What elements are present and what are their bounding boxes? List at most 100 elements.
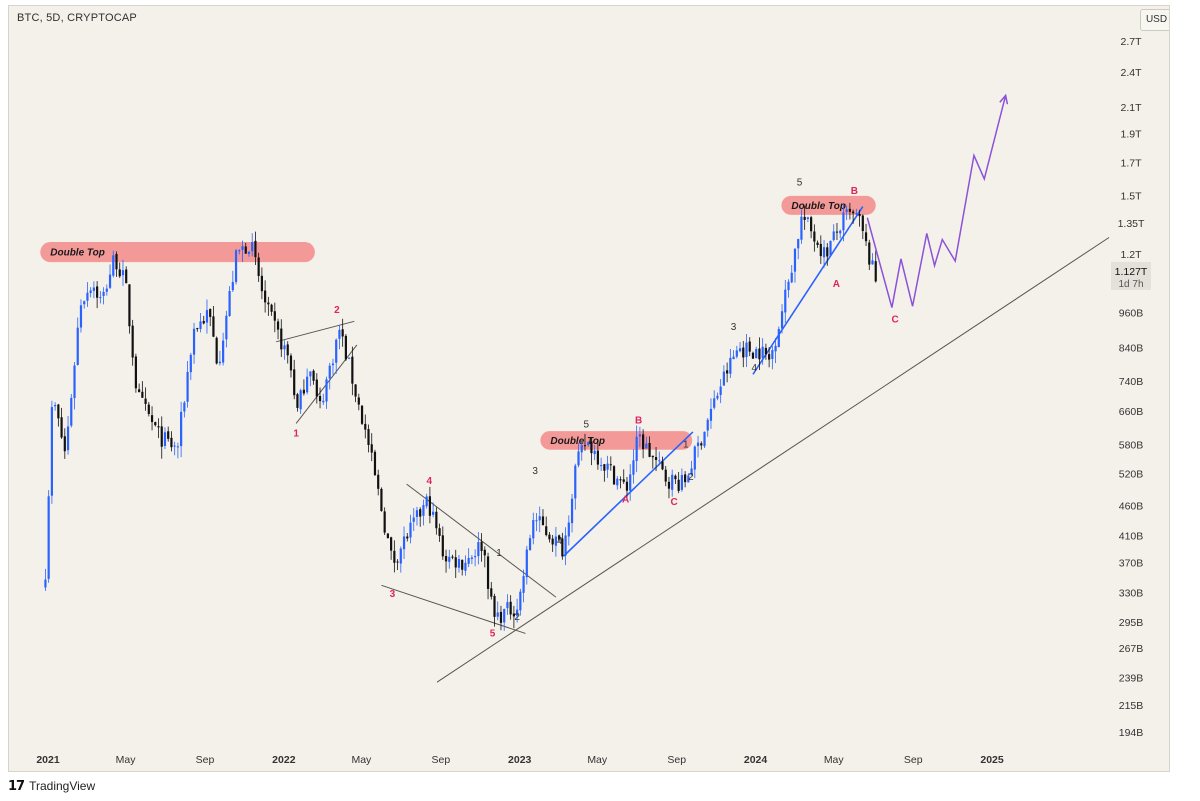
price-tick-label: 410B (1119, 531, 1144, 543)
candle (868, 239, 871, 271)
candle (706, 417, 709, 437)
candle (328, 362, 331, 390)
candle (167, 426, 170, 442)
candle (432, 502, 435, 518)
candle-body (331, 363, 335, 366)
wave-label-5: 5 (797, 178, 803, 189)
candle-body (108, 274, 112, 288)
candle-body (357, 397, 360, 405)
candle (496, 601, 499, 621)
double-top-label: Double Top (50, 248, 105, 259)
price-tick-label: 740B (1119, 376, 1144, 388)
candle-body (509, 601, 512, 615)
candle-body (554, 536, 557, 546)
candle (477, 532, 480, 565)
candle-body (855, 213, 858, 215)
candle (299, 388, 302, 414)
candlestick-chart[interactable]: Double Top Double Top Double Top 1 2 3 4 5 1 2 3 4… (9, 6, 1169, 771)
candle-body (835, 231, 839, 233)
candle (570, 494, 574, 533)
candle (638, 426, 641, 448)
candle (554, 526, 557, 557)
candle (806, 216, 809, 223)
candle (835, 222, 839, 240)
candle (658, 451, 661, 466)
candle-body (112, 255, 115, 276)
candle (357, 393, 360, 411)
time-tick-label: May (116, 754, 137, 766)
candle-body (587, 442, 590, 446)
candle-body (302, 389, 305, 394)
candle (852, 209, 855, 224)
candle (829, 240, 832, 257)
candle-body (635, 436, 638, 462)
candle (92, 281, 95, 299)
candle (105, 284, 108, 296)
candle-body (490, 588, 493, 597)
candle-body (726, 370, 729, 374)
candle-body (244, 246, 247, 254)
candle-body (312, 370, 315, 381)
candle (648, 436, 651, 458)
time-tick-label: 2022 (272, 754, 296, 766)
candle (254, 231, 257, 266)
candle-body (745, 342, 748, 358)
candle-body (390, 537, 393, 551)
candle (163, 427, 167, 449)
candle (609, 456, 612, 471)
candle-body (574, 465, 577, 499)
candle (793, 248, 797, 283)
candle-body (622, 479, 625, 482)
candle (331, 358, 335, 375)
candle-body (325, 379, 328, 402)
currency-selector[interactable]: USD (1140, 9, 1169, 31)
candle (121, 259, 125, 286)
price-candles (44, 202, 877, 631)
candle (419, 507, 422, 527)
candle-body (299, 390, 302, 410)
candle-body (66, 426, 70, 451)
candle (674, 474, 677, 484)
candle-body (373, 451, 377, 476)
candle (234, 248, 238, 285)
candle-body (722, 371, 725, 386)
price-tick-label: 960B (1119, 307, 1144, 319)
candle (96, 281, 99, 309)
candle-body (777, 329, 780, 348)
candle-body (218, 361, 221, 364)
candle (580, 441, 583, 461)
candle (797, 238, 800, 260)
candle (318, 387, 322, 409)
candle-body (73, 365, 76, 399)
candle-body (528, 538, 532, 551)
bar-countdown-label: 1d 7h (1118, 279, 1143, 290)
candle-body (684, 474, 687, 483)
wave-label-4: 4 (751, 363, 757, 374)
candle-body (138, 389, 141, 393)
candle (748, 337, 751, 357)
chart-panel[interactable]: Double Top Double Top Double Top 1 2 3 4 5 1 2 3 4… (8, 5, 1170, 772)
candle-body (264, 290, 267, 303)
candle (112, 250, 115, 278)
price-tick-label: 330B (1119, 588, 1144, 600)
candle-body (79, 305, 83, 328)
candle-body (768, 354, 771, 360)
candle-body (234, 250, 238, 283)
candle (774, 338, 777, 364)
candle-body (609, 464, 612, 466)
candle (561, 532, 564, 560)
candle (493, 593, 496, 627)
candle (244, 242, 247, 254)
double-top-zones: Double Top Double Top Double Top (40, 195, 876, 450)
price-tick-label: 1.9T (1120, 128, 1142, 140)
candle (751, 351, 755, 360)
price-tick-label: 840B (1119, 343, 1144, 355)
candle-body (231, 282, 234, 291)
candle (503, 608, 506, 631)
candle (202, 315, 205, 325)
candle (364, 414, 367, 439)
candle (448, 549, 451, 569)
candle (729, 348, 732, 379)
candle (293, 359, 296, 400)
wave-label-b: B (851, 186, 858, 197)
